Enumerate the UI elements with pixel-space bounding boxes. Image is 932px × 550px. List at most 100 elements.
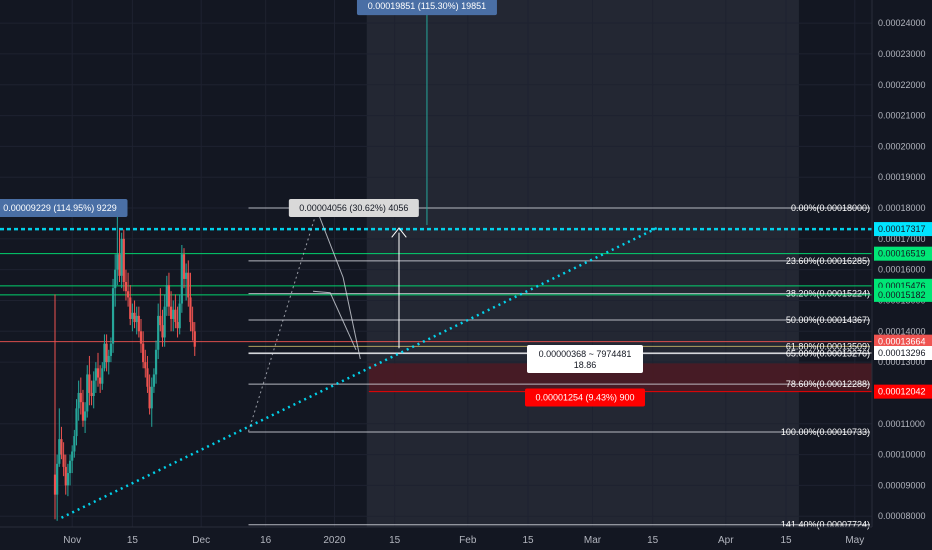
y-tick-label: 0.00022000 bbox=[878, 80, 926, 90]
candle-body bbox=[154, 349, 158, 375]
price-levels bbox=[0, 227, 872, 393]
measure-label-left: 0.00009229 (114.95%) 9229 bbox=[0, 199, 128, 218]
wedge-line-upper bbox=[316, 210, 361, 360]
fib-label: 23.60%(0.00016285) bbox=[786, 256, 870, 266]
grid-lines bbox=[0, 0, 872, 527]
measure-label-stop-bg bbox=[525, 388, 645, 407]
candle-body bbox=[86, 374, 89, 412]
y-tick-label: 0.00019000 bbox=[878, 172, 926, 182]
x-tick-label: 16 bbox=[260, 535, 272, 546]
price-tag-bg bbox=[874, 384, 932, 399]
x-tick-label: Apr bbox=[718, 535, 734, 546]
measure-label-top: 0.00019851 (115.30%) 19851 bbox=[356, 0, 497, 16]
candle-body bbox=[127, 291, 130, 298]
measure-label-stop: 0.00001254 (9.43%) 900 bbox=[525, 388, 645, 407]
candle-body bbox=[165, 285, 168, 307]
measure-label-top-bg bbox=[356, 0, 497, 16]
candle-body bbox=[182, 254, 186, 279]
candle-body bbox=[88, 374, 91, 393]
candle-body bbox=[191, 322, 194, 332]
candle-body bbox=[193, 331, 196, 347]
pattern-line bbox=[248, 209, 318, 432]
candle-body bbox=[101, 368, 104, 384]
candle-body bbox=[178, 303, 181, 329]
candle-body bbox=[116, 254, 119, 270]
candle-body bbox=[73, 436, 76, 452]
candles bbox=[53, 204, 196, 521]
y-tick-label: 0.00024000 bbox=[878, 18, 926, 28]
candle-body bbox=[103, 343, 106, 369]
y-tick-label: 0.00020000 bbox=[878, 141, 926, 151]
candle-body bbox=[62, 454, 65, 467]
fib-label: 0.00%(0.00018000) bbox=[791, 203, 870, 213]
price-tag-text: 0.00015182 bbox=[878, 290, 926, 300]
fib-label: 38.20%(0.00015224) bbox=[786, 289, 870, 299]
candle-body bbox=[60, 439, 63, 455]
measure-label-left-bg bbox=[0, 199, 128, 218]
candle-body bbox=[114, 269, 117, 289]
x-tick-label: Nov bbox=[63, 535, 81, 546]
measure-label-top-text: 0.00019851 (115.30%) 19851 bbox=[368, 1, 486, 11]
measure-label-mid-text: 0.00004056 (30.62%) 4056 bbox=[299, 203, 408, 213]
candle-body bbox=[146, 368, 149, 387]
candle-body bbox=[79, 392, 82, 403]
price-tag-text: 0.00015476 bbox=[878, 281, 926, 291]
candle-body bbox=[150, 386, 153, 409]
y-tick-labels: 0.00024000 0.00023000 0.00022000 0.00021000… bbox=[878, 18, 926, 521]
price-tag-bg bbox=[874, 222, 932, 237]
measure-label-left-text: 0.00009229 (114.95%) 9229 bbox=[3, 203, 116, 213]
x-tick-label: 15 bbox=[127, 535, 139, 546]
candle-body bbox=[135, 315, 138, 323]
candle-body bbox=[109, 343, 112, 356]
fib-label: 50.00%(0.00014367) bbox=[786, 315, 870, 325]
y-tick-label: 0.00014000 bbox=[878, 326, 926, 336]
candle-body bbox=[122, 238, 125, 282]
candle-body bbox=[75, 408, 78, 437]
fib-label: 78.60%(0.00012288) bbox=[786, 379, 870, 389]
price-axis-panel bbox=[872, 0, 932, 550]
fib-label: 65.00%(0.00013276) bbox=[786, 349, 870, 359]
y-tick-label: 0.00017000 bbox=[878, 234, 926, 244]
candle-body bbox=[142, 343, 145, 363]
candle-body bbox=[163, 306, 166, 338]
candle-body bbox=[137, 315, 140, 332]
candle-body bbox=[187, 272, 190, 298]
candle-body bbox=[92, 380, 95, 397]
candle-body bbox=[152, 374, 155, 387]
x-tick-label: May bbox=[845, 535, 864, 546]
position-note-line2: 18.86 bbox=[574, 360, 597, 370]
candle-body bbox=[118, 254, 121, 276]
candle-body bbox=[144, 362, 147, 369]
measure-label-mid: 0.00004056 (30.62%) 4056 bbox=[288, 199, 419, 218]
x-tick-label: Feb bbox=[459, 535, 477, 546]
candle-body bbox=[180, 254, 183, 304]
fib-label: 61.80%(0.00013509) bbox=[786, 341, 870, 351]
candle-body bbox=[56, 463, 59, 495]
candle-body bbox=[176, 322, 179, 329]
trend-line bbox=[60, 226, 658, 519]
candle-body bbox=[129, 297, 132, 319]
candle-body bbox=[131, 312, 134, 319]
candle-body bbox=[159, 315, 162, 326]
wedge-line-lower bbox=[312, 290, 357, 350]
x-tick-label: 15 bbox=[522, 535, 534, 546]
candle-body bbox=[94, 368, 97, 381]
candle-body bbox=[77, 392, 80, 409]
position-note-line1: 0.00000368 ~ 7974481 bbox=[539, 349, 632, 359]
candle-body bbox=[68, 460, 72, 474]
target-arrow-head bbox=[391, 227, 407, 238]
y-tick-label: 0.00016000 bbox=[878, 265, 926, 275]
candle-body bbox=[139, 331, 143, 344]
candle-body bbox=[66, 473, 69, 486]
position-note-bg bbox=[527, 345, 643, 373]
x-tick-label: 15 bbox=[389, 535, 401, 546]
y-tick-label: 0.00010000 bbox=[878, 450, 926, 460]
price-tag-text: 0.00017317 bbox=[878, 224, 926, 234]
candle-body bbox=[148, 386, 151, 409]
candle-body bbox=[96, 368, 100, 378]
candle-body bbox=[81, 402, 85, 421]
price-tag-bg bbox=[874, 246, 932, 261]
